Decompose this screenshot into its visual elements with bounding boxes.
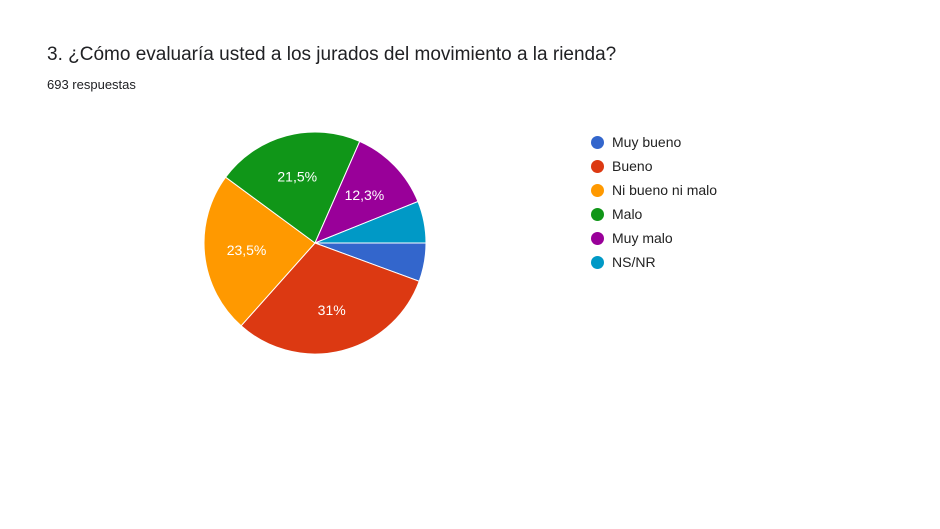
legend-swatch: [591, 255, 604, 269]
pie-slice-ns-nr[interactable]: [314, 200, 427, 244]
pie-slice-bueno[interactable]: [240, 242, 420, 355]
legend-item[interactable]: Muy malo: [591, 226, 717, 250]
pie-slice-malo[interactable]: [224, 131, 361, 244]
legend-swatch: [591, 159, 604, 173]
pie-slice-muy-malo[interactable]: [314, 140, 419, 244]
legend-label: Muy bueno: [612, 134, 682, 150]
legend-swatch: [591, 207, 604, 221]
legend-label: Malo: [612, 206, 643, 222]
legend-swatch: [591, 135, 604, 149]
legend-item[interactable]: Ni bueno ni malo: [591, 178, 717, 202]
legend-swatch: [591, 231, 604, 245]
question-title: 3. ¿Cómo evaluaría usted a los jurados d…: [47, 44, 617, 65]
pie-slice-ni-bueno-ni-malo[interactable]: [203, 176, 316, 327]
chart-legend: Muy bueno Bueno Ni bueno ni malo Malo Muy ma…: [591, 130, 717, 274]
legend-swatch: [591, 183, 604, 197]
legend-item[interactable]: NS/NR: [591, 250, 717, 274]
legend-label: Bueno: [612, 158, 653, 174]
legend-label: Muy malo: [612, 230, 673, 246]
pie-label: 23,5%: [227, 242, 267, 258]
legend-item[interactable]: Muy bueno: [591, 130, 717, 154]
legend-item[interactable]: Bueno: [591, 154, 717, 178]
pie-label: 21,5%: [277, 169, 317, 185]
pie-label: 12,3%: [345, 187, 385, 203]
response-count: 693 respuestas: [47, 77, 136, 92]
legend-label: Ni bueno ni malo: [612, 182, 718, 198]
legend-item[interactable]: Malo: [591, 202, 717, 226]
pie-label: 31%: [318, 302, 346, 318]
legend-label: NS/NR: [612, 254, 656, 270]
